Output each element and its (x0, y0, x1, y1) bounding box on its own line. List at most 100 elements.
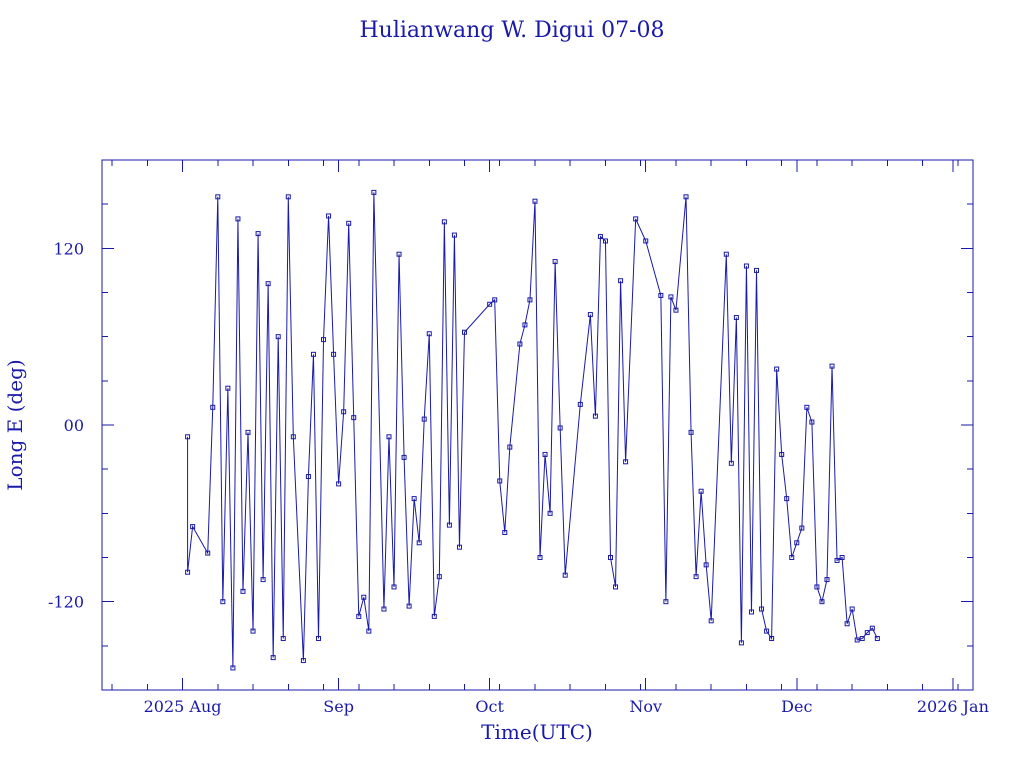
plot-frame (101, 159, 974, 691)
data-point (597, 234, 603, 240)
data-point (673, 307, 679, 313)
data-point (240, 588, 246, 594)
data-point (854, 637, 860, 643)
data-point (552, 259, 558, 265)
data-point (386, 434, 392, 440)
data-point (265, 281, 271, 287)
data-point (532, 198, 538, 204)
data-point (336, 481, 342, 487)
data-point (869, 625, 875, 631)
data-point (557, 425, 563, 431)
data-point (658, 292, 664, 298)
data-point (517, 341, 523, 347)
data-point (844, 621, 850, 627)
data-point (275, 334, 281, 340)
data-point (300, 658, 306, 664)
data-point (235, 216, 241, 222)
data-point (210, 404, 216, 410)
data-point (748, 609, 754, 615)
data-point (285, 194, 291, 200)
y-axis: -120 00 120 (48, 203, 973, 647)
data-point (794, 540, 800, 546)
data-point (693, 574, 699, 580)
data-point (814, 584, 820, 590)
y-tick-label: -120 (48, 593, 84, 612)
data-point (789, 555, 795, 560)
data-point (305, 474, 311, 480)
data-point (577, 401, 583, 407)
data-point (849, 606, 855, 612)
data-point (446, 522, 452, 528)
data-point (779, 451, 785, 457)
data-point (743, 263, 749, 269)
chart-title: Hulianwang W. Digui 07-08 (359, 18, 664, 43)
y-tick-label: 120 (53, 239, 84, 258)
data-point (346, 220, 352, 226)
data-point (220, 599, 226, 605)
data-point (507, 444, 513, 450)
data-point (839, 555, 845, 560)
data-point (859, 635, 865, 641)
data-point (829, 363, 835, 369)
data-point (804, 404, 810, 410)
x-tick-label: 2026 Jan (917, 697, 989, 716)
data-point (205, 550, 211, 556)
data-point (537, 555, 543, 560)
data-point (436, 574, 442, 580)
data-point (799, 525, 805, 531)
data-point (310, 351, 316, 357)
data-point (215, 194, 221, 200)
x-axis: 2025 Aug Sep Oct Nov Dec 2026 Jan (111, 160, 989, 716)
data-point (703, 562, 709, 568)
data-point (245, 429, 251, 435)
data-point (643, 238, 649, 244)
data-point (592, 413, 598, 419)
data-point (361, 594, 367, 600)
x-tick-label: Sep (323, 697, 354, 716)
data-point (396, 251, 402, 257)
data-point (633, 216, 639, 222)
data-point (738, 640, 744, 646)
data-point (225, 385, 231, 391)
data-point (255, 231, 261, 237)
data-point (834, 557, 840, 563)
data-point (819, 599, 825, 605)
data-point (824, 577, 830, 583)
series-line (187, 192, 878, 668)
data-point (391, 584, 397, 590)
data-point (623, 459, 629, 465)
y-tick-label: 00 (64, 416, 84, 435)
x-tick-label: Dec (781, 697, 812, 716)
data-point (618, 278, 624, 284)
data-point (668, 294, 674, 300)
data-point (290, 434, 296, 440)
data-point (321, 337, 327, 343)
data-point (461, 329, 467, 335)
x-axis-label: Time(UTC) (481, 720, 593, 744)
data-point (764, 628, 770, 634)
data-point (769, 635, 775, 641)
data-point (315, 635, 321, 641)
data-point (522, 322, 528, 328)
data-point (401, 454, 407, 460)
data-point (185, 569, 191, 575)
data-point (270, 655, 276, 661)
data-point (754, 267, 760, 273)
data-point (733, 315, 739, 321)
data-point (431, 613, 437, 619)
data-point (250, 628, 256, 634)
data-point (190, 524, 196, 530)
data-point (497, 478, 503, 484)
x-tick-label: Oct (475, 697, 504, 716)
data-point (341, 409, 347, 415)
data-point (381, 606, 387, 612)
y-axis-label: Long E (deg) (3, 359, 27, 490)
data-point (260, 577, 266, 583)
data-point (587, 312, 593, 318)
data-point (456, 544, 462, 550)
data-point (326, 213, 332, 219)
data-point (809, 419, 815, 425)
data-point (487, 301, 493, 307)
data-point (683, 194, 689, 200)
